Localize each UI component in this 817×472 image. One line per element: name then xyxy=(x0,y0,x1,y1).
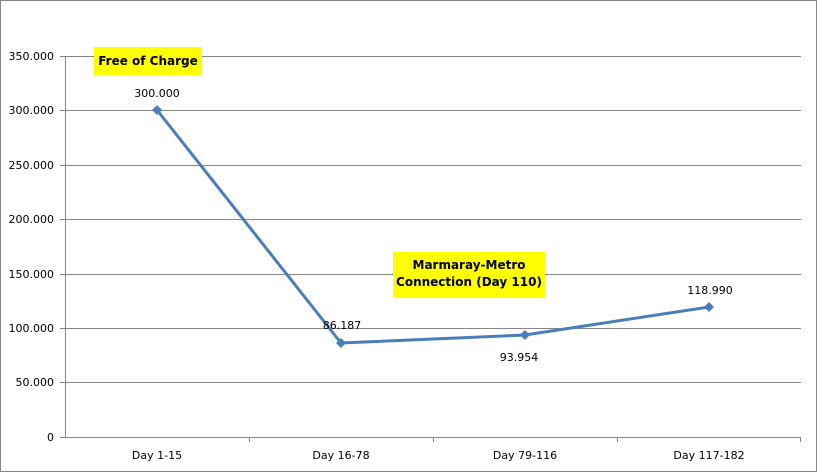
data-marker xyxy=(152,105,162,115)
y-tick: 150.000 xyxy=(9,268,55,281)
series-line xyxy=(155,109,710,345)
x-tick: Day 1-15 xyxy=(132,449,182,462)
y-tick: 0 xyxy=(47,431,54,444)
data-label: 86.187 xyxy=(323,319,362,332)
y-tick: 300.000 xyxy=(9,104,55,117)
y-tick: 50.000 xyxy=(16,376,55,389)
data-series xyxy=(152,105,714,348)
y-axis-labels: 0 50.000 100.000 150.000 200.000 250.000… xyxy=(9,50,55,444)
annotation-text: Connection (Day 110) xyxy=(396,275,542,289)
data-labels: 300.000 86.187 93.954 118.990 xyxy=(134,87,733,364)
axes xyxy=(60,56,801,442)
x-tick: Day 16-78 xyxy=(312,449,369,462)
data-marker xyxy=(520,330,530,340)
data-label: 93.954 xyxy=(500,351,539,364)
x-tick: Day 117-182 xyxy=(673,449,744,462)
annotation-text: Free of Charge xyxy=(98,54,198,68)
data-label: 300.000 xyxy=(134,87,180,100)
x-tick: Day 79-116 xyxy=(493,449,557,462)
annotation-text: Marmaray-Metro xyxy=(412,258,526,272)
gridlines xyxy=(65,56,801,383)
y-tick: 100.000 xyxy=(9,322,55,335)
x-axis-labels: Day 1-15 Day 16-78 Day 79-116 Day 117-18… xyxy=(132,449,745,462)
data-label: 118.990 xyxy=(687,284,733,297)
data-marker xyxy=(704,302,714,312)
annotation-marmaray-metro: Marmaray-Metro Connection (Day 110) xyxy=(393,252,545,298)
y-tick: 350.000 xyxy=(9,50,55,63)
y-tick: 200.000 xyxy=(9,213,55,226)
annotation-free-of-charge: Free of Charge xyxy=(94,47,202,75)
y-tick: 250.000 xyxy=(9,159,55,172)
data-marker xyxy=(336,338,346,348)
